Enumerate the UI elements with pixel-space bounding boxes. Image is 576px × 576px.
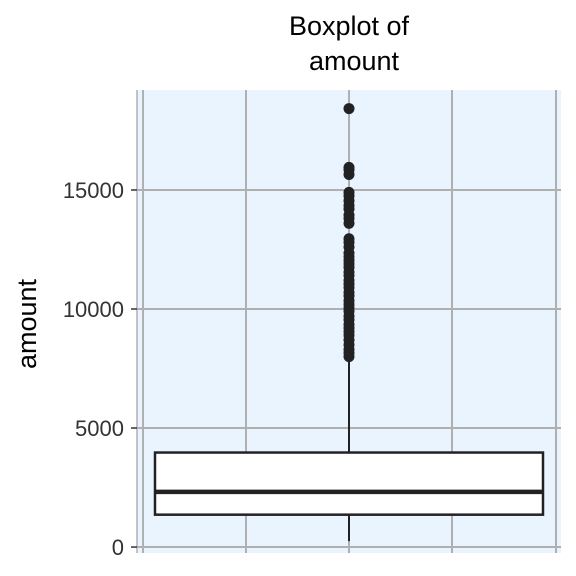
outlier-point-11 xyxy=(343,217,355,229)
y-axis: 0 5000 10000 15000 xyxy=(63,90,138,560)
y-tick-label-15000: 15000 xyxy=(63,178,124,203)
outlier-point-41 xyxy=(343,351,355,363)
y-tick-label-10000: 10000 xyxy=(63,297,124,322)
y-axis-title: amount xyxy=(12,278,42,369)
chart-title-line-1: Boxplot of xyxy=(289,11,410,41)
outlier-point-3 xyxy=(343,169,355,181)
chart-title-line-2: amount xyxy=(309,46,400,76)
y-tick-label-0: 0 xyxy=(112,535,124,560)
outlier-points xyxy=(343,103,355,363)
y-tick-label-5000: 5000 xyxy=(75,416,124,441)
outlier-point-0 xyxy=(343,103,355,115)
iqr-box xyxy=(153,451,545,516)
box-plot xyxy=(153,358,545,542)
